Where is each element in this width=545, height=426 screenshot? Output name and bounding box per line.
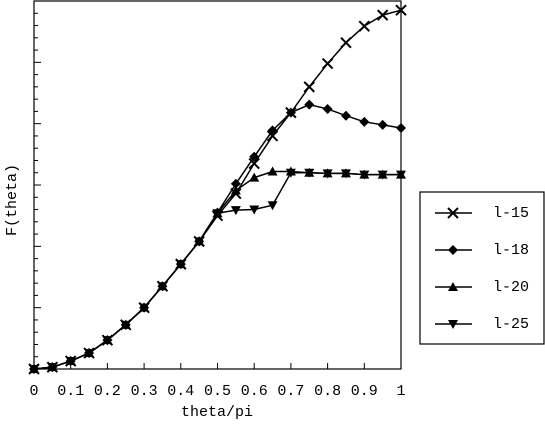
x-tick-label: 0.3 [131,383,158,400]
marker [249,151,260,162]
series-line [33,170,401,370]
legend-marker [447,207,459,219]
marker [230,206,241,216]
y-axis-label: F(theta) [4,164,21,236]
x-tick-label: 1 [396,383,405,400]
legend-label: l-18 [493,242,529,259]
legend-marker [448,245,458,255]
marker [377,170,388,180]
marker [139,303,150,313]
legend-label: l-15 [493,205,529,222]
marker [102,336,113,346]
marker [359,170,370,180]
marker [47,363,58,373]
marker [340,110,351,121]
marker [396,122,406,133]
marker [340,36,352,49]
marker [249,205,260,215]
x-axis-label: theta/pi [181,404,253,421]
marker [322,103,333,114]
marker [175,260,186,270]
marker [395,4,407,16]
marker [303,81,315,93]
marker [120,320,131,330]
marker [304,168,315,178]
marker [304,99,315,110]
marker [358,20,371,32]
marker [29,365,39,374]
marker [322,169,333,179]
marker [267,166,278,176]
legend-marker [448,320,458,329]
x-tick-label: 0.1 [57,383,84,400]
marker [377,119,388,130]
series-line [33,103,402,370]
marker [267,125,278,136]
marker [340,169,351,179]
marker [266,130,279,142]
marker [249,172,260,182]
marker [359,116,370,127]
x-tick-label: 0.9 [351,383,378,400]
marker [285,168,296,178]
marker [157,282,168,292]
legend-box [419,191,545,345]
marker [321,57,334,70]
series-line [33,171,401,370]
marker [267,201,278,211]
marker [230,178,241,189]
x-tick-label: 0 [29,383,38,400]
marker [396,170,406,180]
x-tick-label: 0.8 [314,383,341,400]
marker [84,349,95,359]
marker [376,9,389,21]
legend-label: l-25 [493,316,529,333]
marker [285,107,296,118]
plot-frame [33,0,402,370]
series-line [33,9,402,370]
legend-label: l-20 [493,279,529,296]
x-tick-label: 0.4 [167,383,194,400]
x-tick-label: 0.6 [241,383,268,400]
marker [230,185,241,195]
x-tick-label: 0.5 [204,383,231,400]
marker [248,157,260,170]
marker [212,209,223,219]
x-tick-label: 0.2 [94,383,121,400]
x-tick-label: 0.7 [277,383,304,400]
marker [65,357,76,367]
legend-marker [448,282,458,291]
marker [194,237,205,247]
